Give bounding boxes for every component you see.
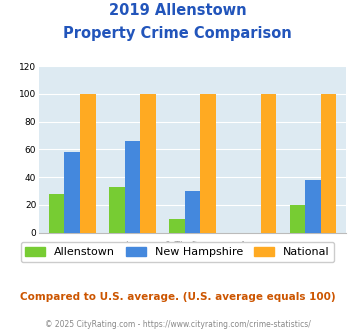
Text: Property Crime Comparison: Property Crime Comparison [63, 26, 292, 41]
Text: Larceny & Theft: Larceny & Theft [126, 241, 198, 250]
Bar [290, 205, 305, 233]
Text: Arson: Arson [240, 241, 266, 250]
Text: 2019 Allenstown: 2019 Allenstown [109, 3, 246, 18]
Bar [109, 187, 125, 233]
Bar [80, 94, 95, 233]
Bar [185, 191, 201, 233]
Legend: Allenstown, New Hampshire, National: Allenstown, New Hampshire, National [21, 242, 334, 262]
Text: © 2025 CityRating.com - https://www.cityrating.com/crime-statistics/: © 2025 CityRating.com - https://www.city… [45, 320, 310, 329]
Text: Burglary: Burglary [294, 251, 332, 260]
Bar [201, 94, 216, 233]
Bar [169, 219, 185, 233]
Text: Motor Vehicle Theft: Motor Vehicle Theft [149, 251, 236, 260]
Bar [64, 152, 80, 233]
Bar [261, 94, 276, 233]
Text: All Property Crime: All Property Crime [61, 251, 143, 260]
Bar [321, 94, 337, 233]
Bar [49, 194, 64, 233]
Bar [140, 94, 156, 233]
Text: Compared to U.S. average. (U.S. average equals 100): Compared to U.S. average. (U.S. average … [20, 292, 335, 302]
Bar [305, 180, 321, 233]
Bar [125, 141, 140, 233]
